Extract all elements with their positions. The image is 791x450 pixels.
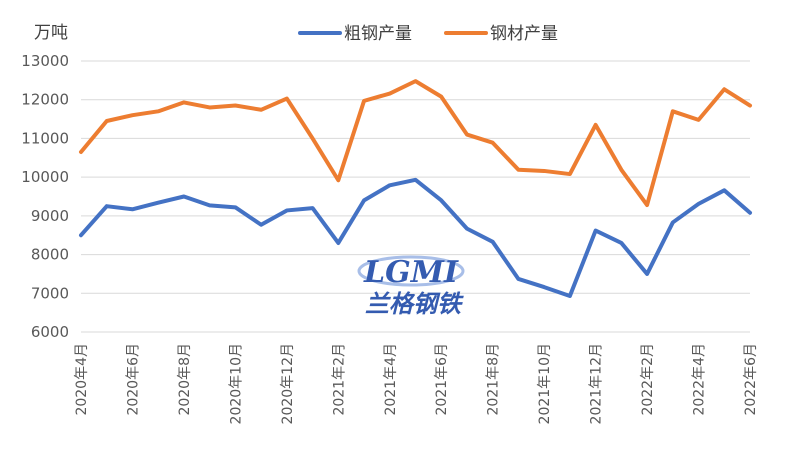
x-tick-label: 2021年4月 xyxy=(383,343,399,416)
data-point xyxy=(105,119,109,123)
series-0 xyxy=(79,177,752,298)
data-point xyxy=(285,208,289,213)
x-tick-label: 2020年4月 xyxy=(74,343,90,416)
data-point xyxy=(336,241,340,245)
data-point xyxy=(568,294,572,298)
data-point xyxy=(645,272,649,276)
data-point xyxy=(516,277,521,281)
data-point xyxy=(619,168,623,172)
data-point xyxy=(748,211,752,215)
y-tick-label: 8000 xyxy=(31,246,69,264)
data-point xyxy=(362,198,366,202)
data-point xyxy=(491,141,495,145)
series-layer xyxy=(79,79,752,298)
data-point xyxy=(130,113,135,117)
y-tick-label: 10000 xyxy=(21,168,69,186)
data-point xyxy=(388,183,392,187)
data-point xyxy=(645,203,649,207)
data-point xyxy=(208,105,212,110)
data-point xyxy=(594,228,598,233)
x-tick-label: 2022年2月 xyxy=(640,343,656,416)
data-point xyxy=(568,172,572,176)
data-point xyxy=(79,233,83,237)
data-point xyxy=(388,91,392,96)
data-point xyxy=(671,109,675,113)
x-tick-label: 2022年6月 xyxy=(743,343,759,416)
data-point xyxy=(696,118,701,122)
data-point xyxy=(105,204,109,208)
y-tick-label: 12000 xyxy=(21,91,69,109)
data-point xyxy=(130,207,135,211)
y-axis-unit: 万吨 xyxy=(34,23,68,43)
x-tick-label: 2021年6月 xyxy=(434,343,450,416)
y-tick-label: 7000 xyxy=(31,284,69,302)
gridlines xyxy=(81,60,750,333)
data-point xyxy=(465,227,469,231)
data-point xyxy=(542,285,546,289)
data-point xyxy=(259,108,263,112)
x-tick-label: 2021年10月 xyxy=(537,343,553,424)
data-point xyxy=(594,123,598,127)
data-point xyxy=(285,96,289,101)
data-point xyxy=(310,206,315,210)
x-tick-label: 2021年12月 xyxy=(589,343,605,424)
data-point xyxy=(439,198,443,202)
data-point xyxy=(156,201,160,205)
lgmi-watermark-logo: LGMI 兰格钢铁 xyxy=(357,255,465,318)
y-tick-label: 9000 xyxy=(31,207,69,225)
logo-text: LGMI xyxy=(363,255,459,290)
x-tick-label: 2020年8月 xyxy=(177,343,193,416)
y-tick-label: 13000 xyxy=(21,52,69,70)
data-point xyxy=(671,220,675,225)
data-point xyxy=(413,178,418,182)
data-point xyxy=(516,168,521,172)
legend-label-steel-products: 钢材产量 xyxy=(490,24,558,44)
y-tick-label: 6000 xyxy=(31,323,69,341)
data-point xyxy=(465,132,469,137)
data-point xyxy=(439,95,443,99)
x-axis-ticks: 2020年4月 2020年6月 2020年8月 2020年10月 2020年12月 202… xyxy=(74,343,759,424)
data-point xyxy=(413,79,418,83)
data-point xyxy=(208,203,212,208)
data-point xyxy=(722,87,726,91)
data-point xyxy=(696,202,701,206)
y-axis-ticks: 6000 7000 8000 9000 10000 11000 12000 13000 xyxy=(21,52,69,341)
logo-ring xyxy=(357,255,465,287)
data-point xyxy=(722,188,726,192)
data-point xyxy=(156,109,160,113)
x-tick-label: 2020年10月 xyxy=(228,343,244,424)
x-tick-label: 2021年2月 xyxy=(331,343,347,416)
data-point xyxy=(310,136,315,141)
series-1 xyxy=(79,79,752,208)
x-tick-label: 2022年4月 xyxy=(692,343,708,416)
data-point xyxy=(233,103,237,108)
data-point xyxy=(362,99,366,103)
y-tick-label: 11000 xyxy=(21,129,69,147)
data-point xyxy=(619,241,623,245)
legend: 粗钢产量 钢材产量 xyxy=(298,24,558,44)
data-point xyxy=(182,100,186,105)
data-point xyxy=(542,169,546,173)
data-point xyxy=(259,223,263,227)
data-point xyxy=(182,194,186,199)
x-tick-label: 2021年8月 xyxy=(486,343,502,416)
data-point xyxy=(748,103,752,108)
data-point xyxy=(336,178,340,182)
data-point xyxy=(79,150,83,154)
data-point xyxy=(233,205,237,209)
brand-text: 兰格钢铁 xyxy=(365,290,464,318)
legend-label-crude-steel: 粗钢产量 xyxy=(344,24,412,44)
data-point xyxy=(491,240,495,244)
x-tick-label: 2020年6月 xyxy=(125,343,141,416)
x-tick-label: 2020年12月 xyxy=(280,343,296,424)
